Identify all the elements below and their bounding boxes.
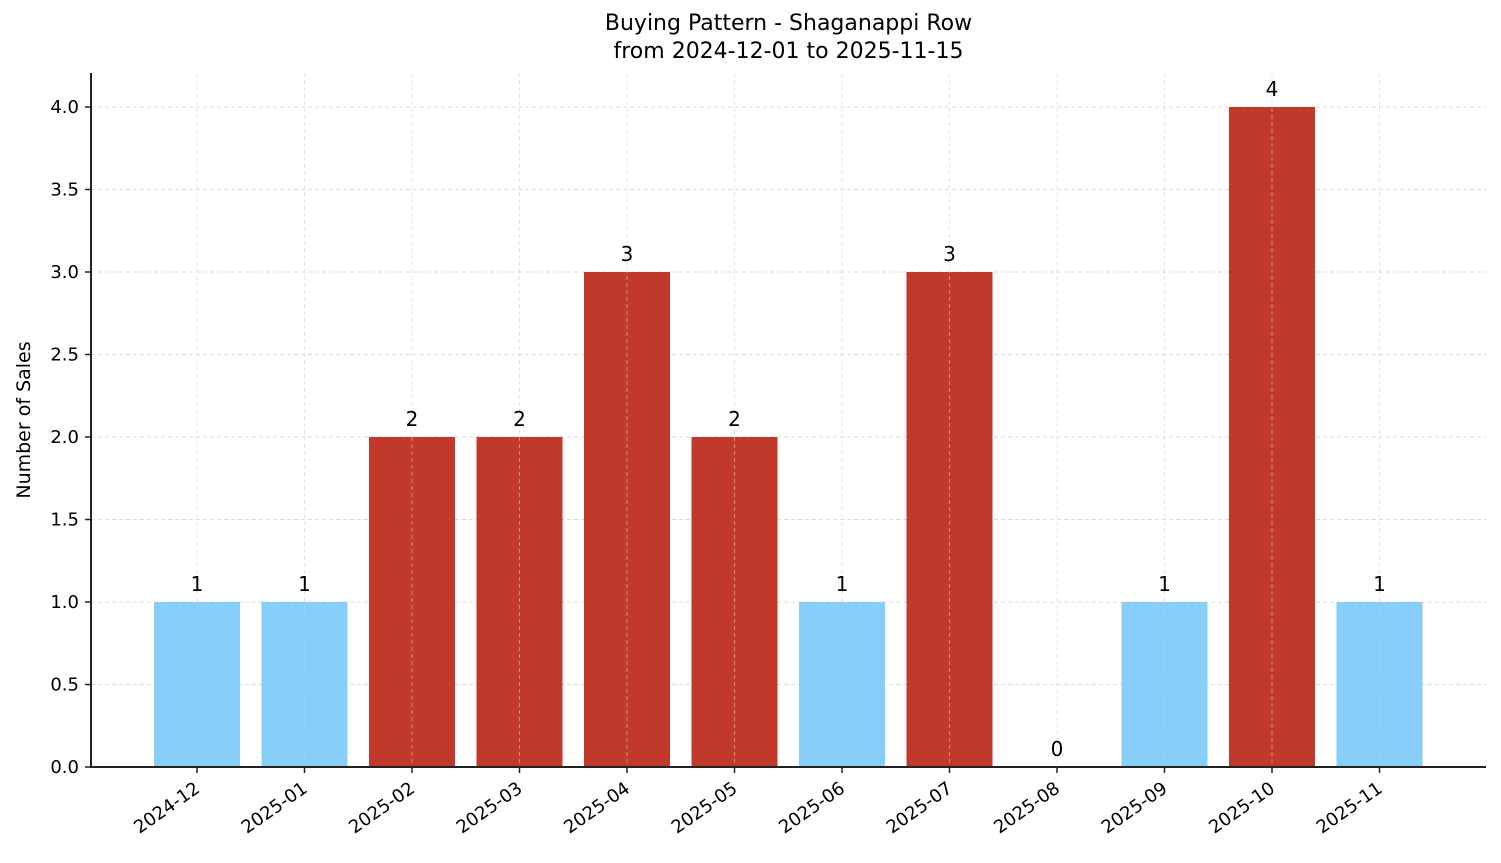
y-tick-label: 3.5 <box>50 180 79 201</box>
chart-subtitle: from 2024-12-01 to 2025-11-15 <box>613 39 964 64</box>
y-tick-label: 1.0 <box>50 592 79 613</box>
x-tick-label: 2025-03 <box>453 778 527 838</box>
bar-value-label: 2 <box>406 407 419 431</box>
bar-value-label: 4 <box>1266 77 1279 101</box>
x-tick-label: 2025-07 <box>883 778 957 838</box>
vertical-grid-lines <box>196 73 1380 767</box>
y-tick-label: 3.0 <box>50 262 79 283</box>
x-tick-label: 2024-12 <box>130 778 204 838</box>
bar-value-label: 2 <box>728 407 741 431</box>
y-axis-label: Number of Sales <box>13 341 35 498</box>
bar-value-labels: 1 1 2 2 3 2 1 3 0 1 4 1 <box>191 77 1386 761</box>
x-tick-label: 2025-02 <box>345 778 419 838</box>
bar-value-label: 3 <box>621 242 634 266</box>
y-tick-label: 0.0 <box>50 757 79 778</box>
x-tick-label: 2025-01 <box>238 778 312 838</box>
bar-value-label: 2 <box>513 407 526 431</box>
x-tick-label: 2025-04 <box>560 778 634 838</box>
x-tick-label: 2025-08 <box>990 778 1064 838</box>
bar-value-label: 1 <box>1158 572 1171 596</box>
y-tick-label: 0.5 <box>50 675 79 696</box>
x-tick-label: 2025-06 <box>775 778 849 838</box>
bar-value-label: 3 <box>943 242 956 266</box>
y-tick-label: 4.0 <box>50 97 79 118</box>
y-tick-label: 2.5 <box>50 345 79 366</box>
bar-value-label: 1 <box>836 572 849 596</box>
x-tick-label: 2025-11 <box>1313 778 1387 838</box>
x-tick-label: 2025-05 <box>668 778 742 838</box>
chart-title-line1: Buying Pattern - Shaganappi Row <box>604 11 973 36</box>
x-tick-label: 2025-10 <box>1205 778 1279 838</box>
y-tick-label: 2.0 <box>50 427 79 448</box>
chart-title: Buying Pattern - Shaganappi Row from 202… <box>0 10 1501 66</box>
bar-value-label: 1 <box>191 572 204 596</box>
bar-value-label: 1 <box>1373 572 1386 596</box>
x-tick-label: 2025-09 <box>1098 778 1172 838</box>
bar-value-label: 0 <box>1051 737 1064 761</box>
y-tick-label: 1.5 <box>50 510 79 531</box>
bar-value-label: 1 <box>298 572 311 596</box>
